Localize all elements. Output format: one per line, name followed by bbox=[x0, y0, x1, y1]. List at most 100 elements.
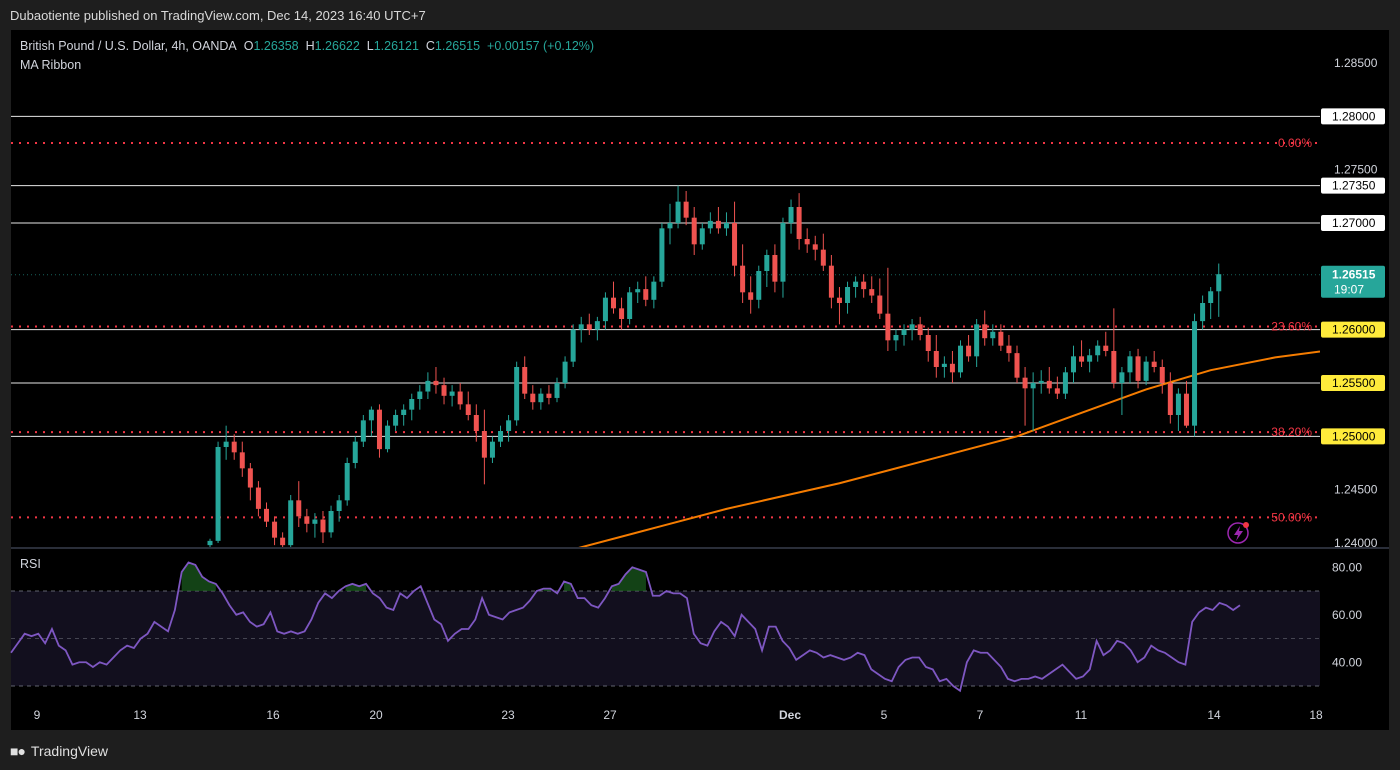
last-price-badge bbox=[1321, 265, 1385, 298]
candle bbox=[748, 292, 754, 300]
candle bbox=[231, 441, 237, 453]
candle bbox=[1095, 345, 1101, 356]
symbol-legend: British Pound / U.S. Dollar, 4h, OANDA O… bbox=[20, 39, 594, 53]
candle bbox=[925, 335, 931, 351]
candle bbox=[732, 223, 738, 266]
candle bbox=[570, 329, 576, 362]
candle bbox=[869, 289, 875, 296]
candle bbox=[812, 244, 818, 250]
rsi-tick-label: 80.00 bbox=[1332, 560, 1362, 574]
open-value: 1.26358 bbox=[253, 39, 299, 53]
high-value: 1.26622 bbox=[314, 39, 360, 53]
candle bbox=[933, 351, 939, 367]
close-value: 1.26515 bbox=[434, 39, 481, 53]
rsi-overbought-fill bbox=[611, 567, 646, 591]
candle bbox=[1014, 353, 1020, 378]
candle bbox=[296, 500, 302, 517]
candle bbox=[441, 385, 447, 396]
time-tick-label: 23 bbox=[501, 708, 515, 722]
level-badge-label: 1.26000 bbox=[1332, 323, 1376, 337]
price-tick-label: 1.28500 bbox=[1334, 56, 1378, 70]
candle bbox=[691, 217, 697, 245]
rsi-overbought-fill bbox=[345, 583, 367, 591]
candle bbox=[263, 508, 269, 522]
level-badge-label: 1.27000 bbox=[1332, 216, 1376, 230]
candle bbox=[917, 324, 923, 335]
price-tick-label: 1.24500 bbox=[1334, 483, 1378, 497]
candle bbox=[514, 367, 520, 421]
candle bbox=[1111, 351, 1117, 383]
candle bbox=[1200, 303, 1206, 322]
candle bbox=[1079, 356, 1085, 362]
candle bbox=[828, 265, 834, 298]
candle bbox=[401, 409, 407, 415]
open-label: O bbox=[243, 39, 254, 53]
fib-level-label: 38.20% bbox=[1271, 425, 1312, 439]
candle bbox=[853, 281, 859, 287]
footer-brand[interactable]: ■● TradingView bbox=[10, 740, 108, 762]
rsi-line bbox=[10, 561, 1241, 693]
level-badge bbox=[1321, 428, 1385, 445]
candle bbox=[788, 207, 794, 223]
candle bbox=[804, 239, 810, 245]
candle bbox=[1062, 372, 1068, 394]
candle bbox=[481, 431, 487, 458]
candle bbox=[966, 345, 972, 357]
candle bbox=[409, 399, 415, 410]
candle bbox=[538, 393, 544, 403]
change-value: +0.00157 (+0.12%) bbox=[487, 39, 595, 53]
candle bbox=[990, 331, 996, 339]
candle bbox=[385, 425, 391, 450]
candle bbox=[498, 431, 504, 442]
candle bbox=[328, 511, 334, 533]
candle bbox=[457, 391, 463, 405]
candle bbox=[1135, 356, 1141, 381]
candle bbox=[958, 345, 964, 373]
rsi-label[interactable]: RSI bbox=[20, 557, 41, 571]
candle bbox=[247, 468, 253, 488]
price-tick-label: 1.24000 bbox=[1334, 536, 1378, 550]
alert-lightning-icon bbox=[1227, 522, 1249, 544]
time-tick-label: 18 bbox=[1309, 708, 1323, 722]
brand-name: TradingView bbox=[30, 743, 108, 759]
level-badge bbox=[1321, 215, 1385, 231]
candle bbox=[594, 321, 600, 330]
close-label: C bbox=[425, 39, 435, 53]
time-tick-label: 27 bbox=[603, 708, 617, 722]
candle bbox=[627, 292, 633, 319]
candle bbox=[1208, 291, 1214, 303]
level-badge-label: 1.25000 bbox=[1332, 429, 1376, 443]
candle bbox=[941, 363, 947, 367]
price-tick-label: 1.27500 bbox=[1334, 163, 1378, 177]
candle bbox=[683, 201, 689, 218]
candle bbox=[1175, 393, 1181, 415]
candle bbox=[1030, 383, 1036, 389]
candle bbox=[1192, 321, 1198, 426]
indicator-label[interactable]: MA Ribbon bbox=[20, 58, 82, 72]
candle bbox=[820, 249, 826, 266]
candle bbox=[901, 329, 907, 335]
candle bbox=[715, 220, 721, 229]
level-badge-label: 1.28000 bbox=[1332, 109, 1376, 123]
time-tick-label: Dec bbox=[779, 708, 801, 722]
time-tick-label: 9 bbox=[34, 708, 41, 722]
candle bbox=[207, 540, 213, 546]
time-tick-label: 7 bbox=[977, 708, 984, 722]
candle bbox=[1070, 356, 1076, 373]
candle bbox=[473, 415, 479, 431]
candle bbox=[1143, 361, 1149, 381]
symbol-title: British Pound / U.S. Dollar, 4h, OANDA bbox=[20, 39, 237, 53]
fib-level-label: 50.00% bbox=[1271, 510, 1312, 524]
countdown-value: 19:07 bbox=[1334, 283, 1364, 297]
time-tick-label: 13 bbox=[133, 708, 147, 722]
candle bbox=[861, 281, 867, 290]
candle bbox=[288, 500, 294, 546]
candle bbox=[1046, 380, 1052, 389]
price-pane bbox=[11, 115, 1389, 549]
candle bbox=[982, 324, 988, 339]
candle bbox=[522, 367, 528, 394]
candle bbox=[223, 441, 229, 447]
candle bbox=[578, 324, 584, 330]
candle bbox=[586, 324, 592, 330]
